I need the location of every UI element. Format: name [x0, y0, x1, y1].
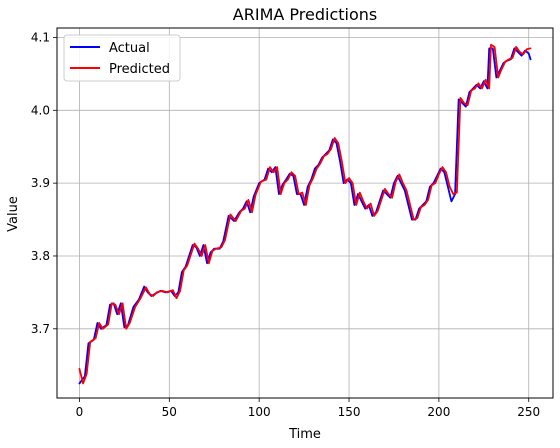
series-layer: [78, 43, 532, 385]
x-tick-label: 200: [427, 405, 450, 419]
legend-label-predicted: Predicted: [109, 62, 170, 77]
series-line-predicted: [78, 43, 532, 385]
y-tick-label: 3.7: [31, 322, 50, 336]
x-axis: 0 50 100 150 200 250: [76, 398, 540, 419]
y-axis-label: Value: [6, 196, 21, 232]
y-tick-label: 3.9: [31, 176, 50, 190]
legend-label-actual: Actual: [109, 41, 150, 56]
x-tick-label: 250: [517, 405, 540, 419]
x-tick-label: 150: [338, 405, 361, 419]
x-tick-label: 50: [162, 405, 177, 419]
legend: Actual Predicted: [63, 34, 181, 82]
x-tick-label: 0: [76, 405, 84, 419]
y-axis: 3.7 3.8 3.9 4.0 4.1: [31, 30, 57, 336]
y-tick-label: 3.8: [31, 249, 50, 263]
y-tick-label: 4.0: [31, 103, 50, 117]
y-tick-label: 4.1: [31, 30, 50, 44]
chart-title: ARIMA Predictions: [233, 5, 377, 24]
series-line-actual: [78, 47, 532, 385]
x-axis-label: Time: [288, 427, 321, 442]
x-tick-label: 100: [248, 405, 271, 419]
plot-frame: [56, 27, 554, 399]
